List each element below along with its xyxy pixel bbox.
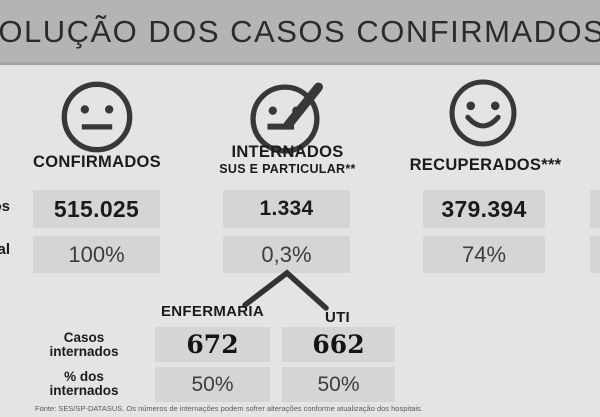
recuperados-percent-value: 74% (461, 241, 507, 267)
smiley-face-icon (447, 77, 519, 149)
internados-percent-box: 0,3% (223, 236, 350, 273)
header-divider (0, 62, 600, 65)
recuperados-percent-box: 74% (423, 236, 545, 273)
internados-cases-value: 1.334 (259, 197, 314, 220)
enfermaria-cases-box: 672 (155, 327, 270, 362)
internados-cases-box: 1.334 (223, 190, 350, 228)
recuperados-label: RECUPERADOS*** (409, 156, 562, 174)
uti-cases-value: 662 (312, 330, 365, 359)
internados-percent-value: 0,3% (261, 241, 312, 267)
confirmados-cases-box: 515.025 (33, 190, 160, 228)
recuperados-cases-box: 379.394 (423, 190, 545, 228)
uti-header: UTI (324, 309, 351, 326)
percent-internados-label: % dos internados (49, 369, 119, 398)
recuperados-cases-value: 379.394 (441, 195, 527, 222)
cutoff-cases-box (590, 190, 600, 228)
uti-percent-box: 50% (282, 367, 395, 402)
cutoff-percent-box (590, 236, 600, 273)
page-title: EVOLUÇÃO DOS CASOS CONFIRMADOS* (0, 14, 600, 49)
confirmados-label: CONFIRMADOS (33, 153, 161, 171)
confirmados-cases-value: 515.025 (53, 195, 140, 222)
internados-sublabel: SUS E PARTICULAR** (219, 162, 356, 176)
thermometer-face-icon (250, 78, 326, 154)
internados-label: INTERNADOS (231, 143, 344, 161)
enfermaria-cases-value: 672 (186, 330, 239, 359)
enfermaria-percent-value: 50% (191, 372, 234, 396)
row-label-percent-total: % do total (0, 241, 10, 258)
neutral-face-icon (59, 79, 135, 155)
split-connector-lines (220, 266, 340, 317)
enfermaria-header: ENFERMARIA (161, 303, 264, 320)
confirmados-percent-value: 100% (68, 241, 125, 267)
enfermaria-percent-box: 50% (155, 367, 270, 402)
row-label-casos: Casos (0, 198, 10, 215)
confirmados-percent-box: 100% (33, 236, 160, 273)
uti-percent-value: 50% (317, 372, 360, 396)
casos-internados-label: Casos internados (49, 330, 119, 359)
header-bar: EVOLUÇÃO DOS CASOS CONFIRMADOS* (0, 0, 600, 62)
uti-cases-box: 662 (282, 327, 395, 362)
source-footnote: Fonte: SES/SP-DATASUS. Os números de int… (35, 404, 423, 413)
